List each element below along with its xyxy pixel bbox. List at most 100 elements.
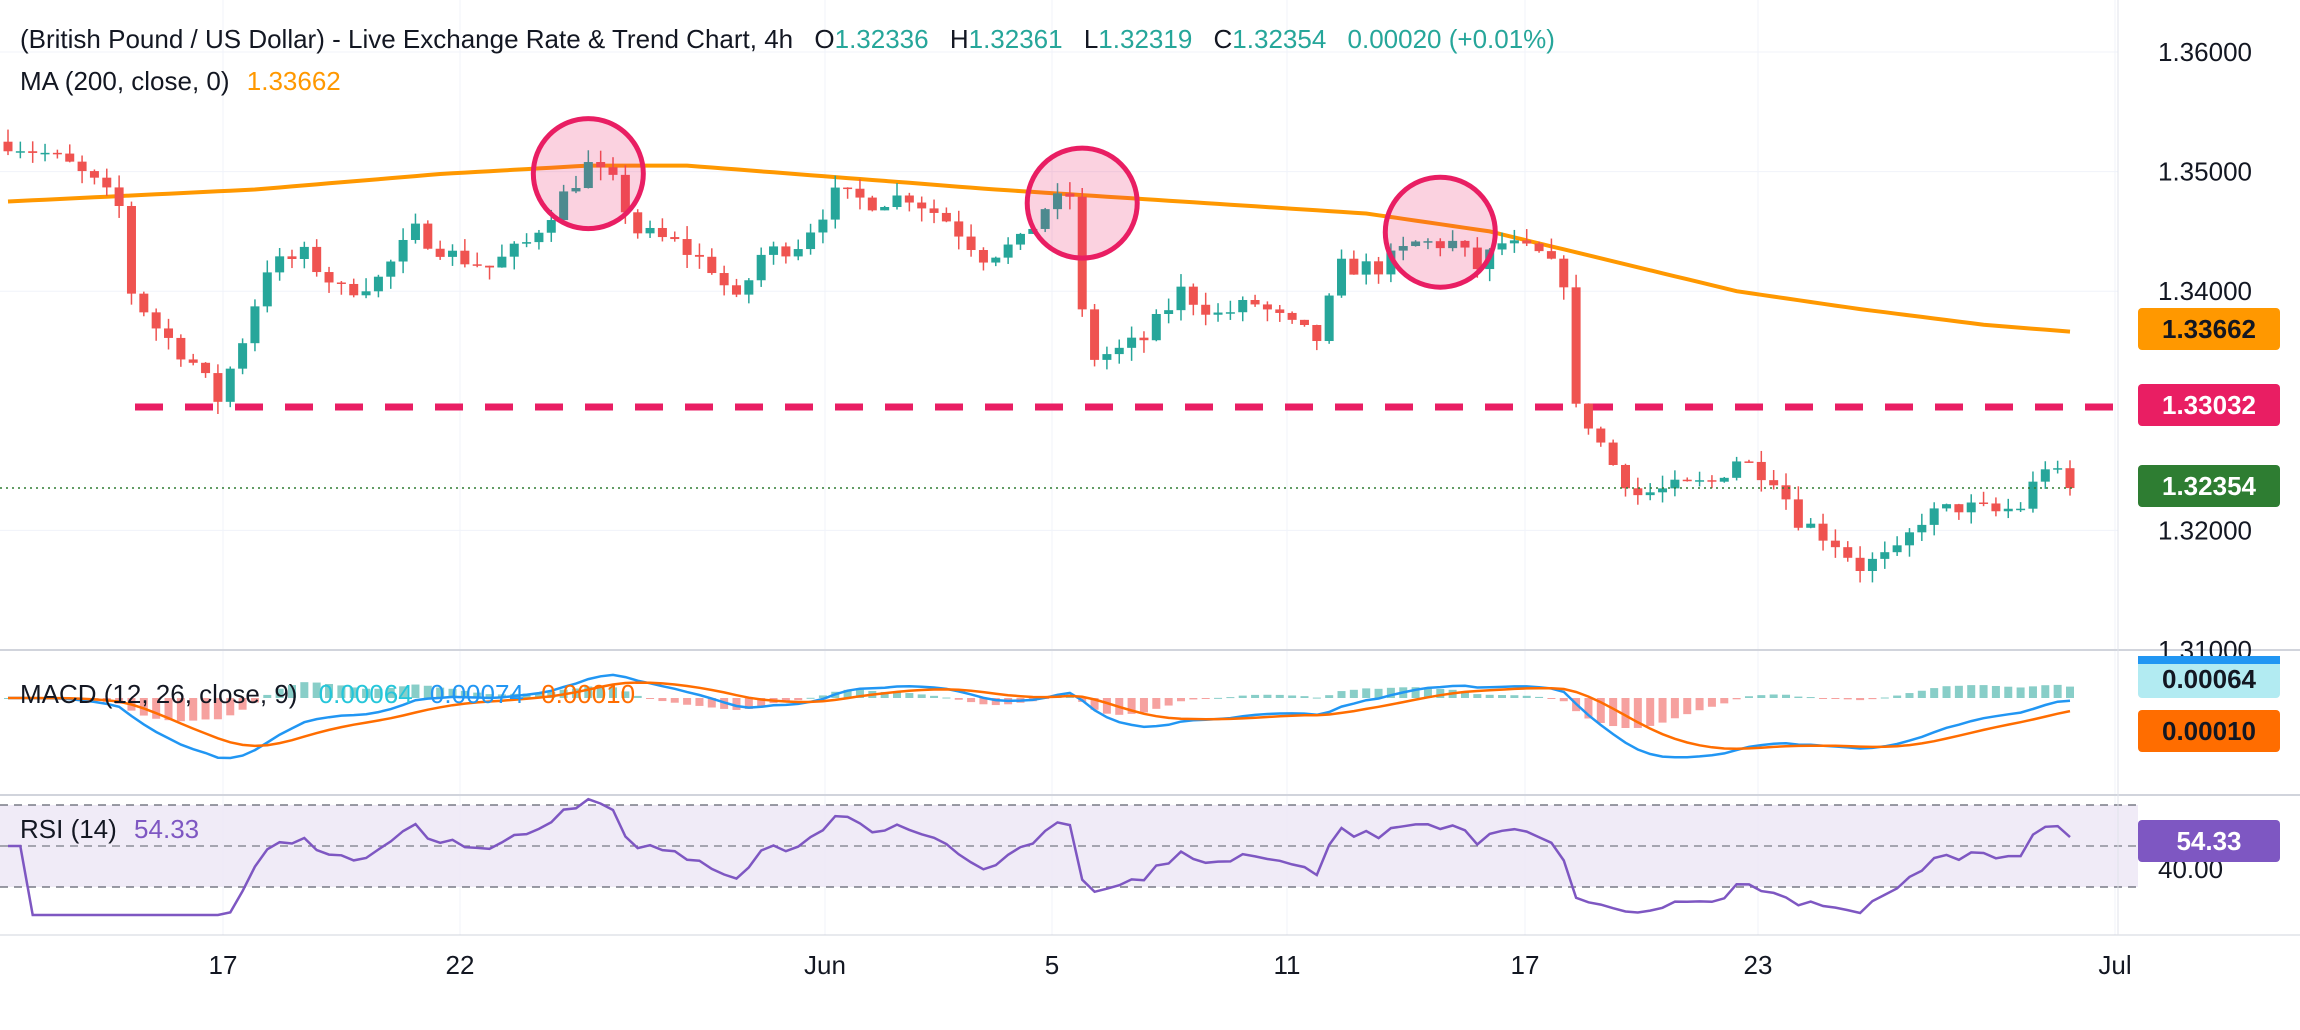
macd-histogram-bar: [337, 685, 346, 698]
candle-body: [1744, 461, 1754, 463]
candle-body: [497, 256, 507, 268]
candle: [1188, 283, 1198, 316]
candle: [559, 184, 569, 221]
candle-body: [1312, 325, 1322, 342]
candle-body: [225, 368, 235, 402]
macd-histogram-bar: [1868, 698, 1877, 700]
candle-body: [645, 227, 655, 234]
candle: [1732, 456, 1742, 481]
macd-histogram-bar: [1633, 698, 1642, 728]
time-tick-label: 17: [209, 950, 238, 980]
candle-body: [559, 191, 569, 221]
candle-body: [1337, 258, 1347, 296]
candle: [756, 247, 766, 287]
candle: [781, 242, 791, 264]
candle-body: [1349, 258, 1359, 275]
candle-body: [1917, 524, 1927, 533]
candle: [2040, 461, 2050, 489]
candle: [707, 248, 717, 275]
macd-histogram-bar: [1880, 697, 1889, 699]
candle-body: [201, 362, 211, 374]
candle-body: [1201, 304, 1211, 315]
candle: [583, 150, 593, 189]
macd-line: [8, 673, 2071, 760]
candle-body: [1472, 247, 1482, 270]
macd-histogram-bar: [1954, 685, 1963, 698]
macd-histogram-bar: [263, 694, 272, 698]
chart-title: (British Pound / US Dollar) - Live Excha…: [20, 24, 793, 54]
macd-histogram-bar: [2028, 686, 2037, 698]
candle-body: [1793, 499, 1803, 528]
candle-body: [336, 282, 346, 284]
candle-body: [880, 207, 890, 211]
candle-body: [1398, 246, 1408, 251]
macd-histogram-bar: [1720, 698, 1729, 704]
macd-histogram-bar: [1176, 698, 1185, 702]
candle-body: [2028, 481, 2038, 509]
macd-histogram-bar: [460, 690, 469, 698]
time-tick-label: 17: [1511, 950, 1540, 980]
price-tick-label: 1.34000: [2158, 276, 2252, 306]
macd-histogram-bar: [1744, 696, 1753, 698]
candle-body: [1670, 479, 1680, 489]
candle: [633, 209, 643, 239]
candle: [164, 318, 174, 350]
candle-body: [40, 152, 50, 155]
macd-histogram-bar: [1164, 698, 1173, 706]
candle-body: [361, 291, 371, 296]
chart-header: (British Pound / US Dollar) - Live Excha…: [20, 24, 1555, 54]
candle-body: [546, 220, 556, 233]
macd-histogram-bar: [1559, 698, 1568, 702]
candle: [1633, 477, 1643, 505]
candle: [571, 175, 581, 194]
macd-histogram-bar: [1460, 691, 1469, 698]
candle-body: [1386, 250, 1396, 275]
macd-histogram-bar: [930, 695, 939, 698]
candle-body: [1855, 557, 1865, 572]
candle-body: [1966, 502, 1976, 513]
candle: [966, 224, 976, 257]
candle: [1509, 229, 1519, 253]
candle-body: [1818, 523, 1828, 541]
macd-histogram-bar: [1596, 698, 1605, 723]
macd-histogram-bar: [1646, 698, 1655, 726]
candle-body: [2003, 508, 2013, 512]
candle-body: [1188, 286, 1198, 305]
candle: [386, 259, 396, 289]
candle-body: [1361, 261, 1371, 275]
candle: [1077, 188, 1087, 317]
candle: [1744, 459, 1754, 463]
candle: [509, 241, 519, 270]
candle: [1015, 232, 1025, 250]
candle-body: [571, 188, 581, 192]
candle-body: [509, 243, 519, 257]
candle: [1917, 513, 1927, 541]
candle: [929, 199, 939, 224]
macd-histogram-bar: [1423, 687, 1432, 698]
candle-body: [991, 257, 1001, 263]
candle: [1040, 207, 1050, 233]
candle: [188, 353, 198, 366]
macd-histogram-bar: [1769, 694, 1778, 698]
candle: [1386, 243, 1396, 283]
candle: [77, 155, 87, 184]
macd-histogram-bar: [1584, 698, 1593, 719]
candle: [1855, 546, 1865, 583]
candle: [596, 150, 606, 181]
candle: [1312, 324, 1322, 351]
candle-body: [1645, 492, 1655, 496]
macd-histogram-bar: [609, 687, 618, 698]
candle-body: [1534, 243, 1544, 252]
candle: [941, 207, 951, 223]
macd-histogram-bar: [621, 691, 630, 698]
macd-histogram-bar: [658, 698, 667, 702]
candle: [410, 213, 420, 244]
candle: [1213, 303, 1223, 322]
candle-body: [1904, 532, 1914, 546]
candles-layer: [3, 129, 2075, 583]
macd-histogram-bar: [436, 687, 445, 698]
macd-histogram-bar: [139, 698, 148, 716]
candle-body: [1423, 241, 1433, 243]
ma200-layer: [7, 163, 2071, 334]
macd-histogram-bar: [781, 698, 790, 702]
